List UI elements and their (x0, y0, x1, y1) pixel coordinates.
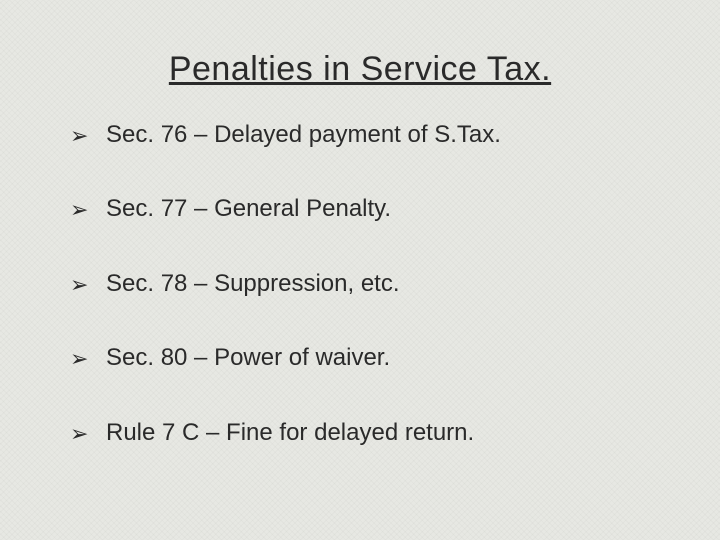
bullet-arrow-icon: ➢ (70, 419, 88, 449)
list-item-label: Rule 7 C – Fine for delayed return. (106, 419, 474, 446)
list-item: ➢ Sec. 77 – General Penalty. (70, 193, 660, 225)
list-item-label: Sec. 78 – Suppression, etc. (106, 270, 400, 297)
list-item: ➢ Sec. 78 – Suppression, etc. (70, 268, 660, 300)
list-item: ➢ Sec. 80 – Power of waiver. (70, 342, 660, 374)
bullet-arrow-icon: ➢ (70, 270, 88, 300)
list-item: ➢ Sec. 76 – Delayed payment of S.Tax. (70, 119, 660, 151)
list-item-label: Sec. 76 – Delayed payment of S.Tax. (106, 121, 501, 148)
slide: Penalties in Service Tax. ➢ Sec. 76 – De… (0, 0, 720, 540)
slide-title: Penalties in Service Tax. (60, 50, 660, 89)
bullet-arrow-icon: ➢ (70, 195, 88, 225)
list-item: ➢ Rule 7 C – Fine for delayed return. (70, 417, 660, 449)
bullet-arrow-icon: ➢ (70, 121, 88, 151)
list-item-label: Sec. 77 – General Penalty. (106, 195, 391, 222)
bullet-arrow-icon: ➢ (70, 344, 88, 374)
bullet-list: ➢ Sec. 76 – Delayed payment of S.Tax. ➢ … (70, 119, 660, 449)
list-item-label: Sec. 80 – Power of waiver. (106, 344, 390, 371)
